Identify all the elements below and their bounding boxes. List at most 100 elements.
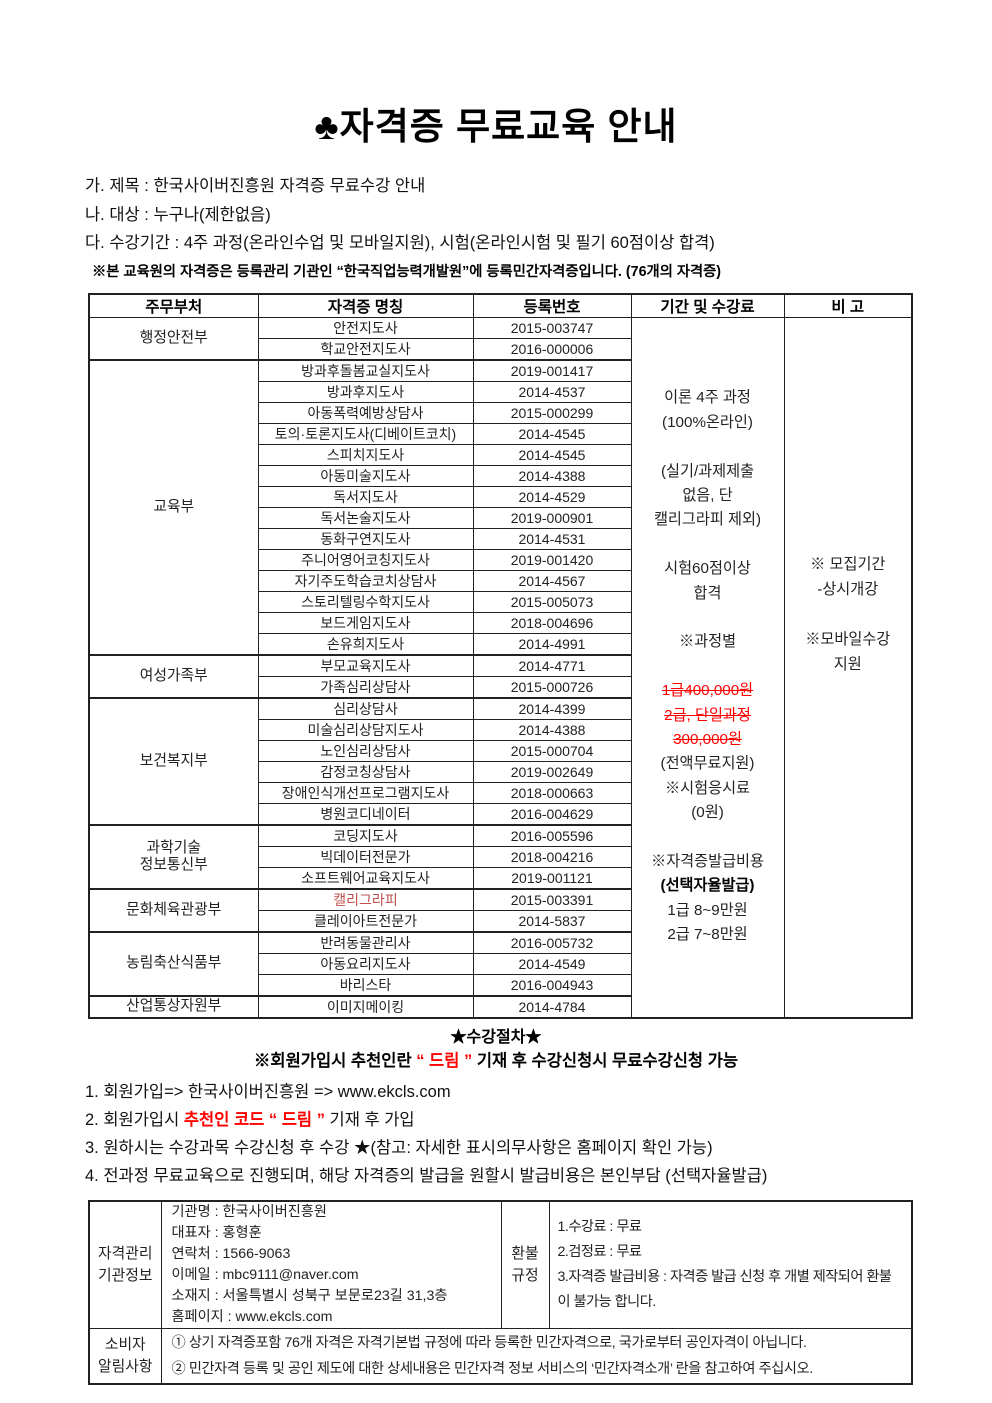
fee-line: [632, 606, 783, 630]
cert-table-header-cell: 비 고: [783, 293, 913, 318]
cert-name-cell: 자기주도학습코치상담사: [257, 569, 474, 592]
reg-number-cell: 2014-4771: [472, 653, 632, 677]
registration-notice: ※본 교육원의 자격증은 등록관리 기관인 “한국직업능력개발원”에 등록민간자…: [92, 263, 722, 280]
table-row: 동화구연지도사 2014-4531: [89, 527, 912, 550]
reg-number-cell: 2015-000726: [472, 675, 632, 698]
procedure-steps: 1. 회원가입=> 한국사이버진흥원 => www.ekcls.com 2. 회원…: [85, 1078, 992, 1190]
cert-name-cell: 빅데이터전문가: [257, 845, 474, 868]
text-segment: 기재 후 가입: [324, 1110, 415, 1129]
reg-number-cell: 2015-003747: [472, 316, 632, 339]
cert-name-cell: 방과후돌봄교실지도사: [257, 358, 474, 382]
cert-name-cell: 클레이아트전문가: [257, 909, 474, 932]
reg-number-cell: 2016-004943: [472, 973, 632, 996]
reg-number-cell: 2014-4531: [472, 527, 632, 550]
cert-name-cell: 부모교육지도사: [257, 653, 474, 677]
refund-label: 환불 규정: [500, 1200, 550, 1329]
table-row: 아동미술지도사 2014-4388: [89, 464, 912, 487]
reg-number-cell: 2019-001417: [472, 358, 632, 382]
cert-name-cell: 학교안전지도사: [257, 337, 474, 360]
reg-number-cell: 2016-005732: [472, 930, 632, 954]
table-row: 여성가족부 부모교육지도사 2014-4771: [88, 653, 912, 698]
fee-line: ※시험응시료: [664, 779, 751, 797]
text-segment: 추천인 코드 “ 드림 ”: [183, 1110, 325, 1129]
table-row: 아동폭력예방상담사 2015-000299: [89, 401, 912, 424]
fee-line: [632, 533, 783, 557]
cert-name-cell: 바리스타: [257, 973, 474, 996]
club-suit-icon: ♣: [314, 106, 340, 147]
reg-number-cell: 2015-000299: [472, 401, 632, 424]
cert-name-cell: 동화구연지도사: [257, 527, 474, 550]
reg-number-cell: 2019-001121: [472, 866, 632, 889]
page-title: ♣자격증 무료교육 안내: [0, 0, 992, 150]
text-segment: 3. 원하시는 수강과목 수강신청 후 수강 ★(참고: 자세한 표시의무사항은…: [85, 1138, 713, 1157]
fee-line: (실기/과제제출: [660, 462, 755, 480]
org-info-line: 소재지 : 서울특별시 성북구 보문로23길 31,3층: [171, 1287, 448, 1304]
consumer-line: ② 민간자격 등록 및 공인 제도에 대한 상세내용은 민간자격 정보 서비스의…: [171, 1360, 814, 1377]
table-row: 아동요리지도사 2014-4549: [89, 952, 912, 975]
procedure-step: 1. 회원가입=> 한국사이버진흥원 => www.ekcls.com: [85, 1078, 992, 1106]
intro-line: 가. 제목 : 한국사이버진흥원 자격증 무료수강 안내: [85, 177, 426, 195]
org-info-line: 기관명 : 한국사이버진흥원: [171, 1203, 327, 1220]
reg-number-cell: 2014-4529: [472, 485, 632, 508]
cert-name-cell: 안전지도사: [257, 316, 474, 339]
remark-line: -상시개강: [817, 580, 879, 598]
refund-line: 2.검정료 : 무료: [557, 1243, 642, 1260]
org-info-label: 자격관리 기관정보: [88, 1200, 162, 1329]
text-segment: ※회원가입시 추천인란: [253, 1051, 417, 1070]
cert-name-cell: 소프트웨어교육지도사: [257, 866, 474, 889]
table-row: 가족심리상담사 2015-000726: [89, 675, 912, 698]
reg-number-cell: 2014-4388: [472, 464, 632, 487]
cert-table-header-cell: 자격증 명칭: [257, 293, 474, 318]
fee-cell: 이론 4주 과정 (100%온라인) (실기/과제제출 없음, 단 캘리그라피 제외)…: [630, 316, 785, 1018]
cert-name-cell: 노인심리상담사: [257, 739, 474, 762]
reg-number-cell: 2016-004629: [472, 802, 632, 825]
fee-line: 합격: [693, 584, 722, 602]
reg-number-cell: 2014-4545: [472, 443, 632, 466]
reg-number-cell: 2016-000006: [472, 337, 632, 360]
ministry-cell: 문화체육관광부: [88, 887, 259, 932]
ministry-cell: 교육부: [88, 358, 259, 655]
page-title-text: 자격증 무료교육 안내: [339, 106, 678, 147]
text-segment: 기재 후 수강신청시 무료수강신청 가능: [472, 1051, 739, 1070]
consumer-cell: ① 상기 자격증포함 76개 자격은 자격기본법 규정에 따라 등록한 민간자격…: [160, 1327, 913, 1384]
consumer-label: 소비자 알림사항: [88, 1327, 162, 1384]
reg-number-cell: 2014-4991: [472, 632, 632, 655]
table-row: 행정안전부 안전지도사 2015-003747 이론 4주 과정 (100%온라인) (…: [88, 316, 913, 1018]
ministry-cell: 과학기술 정보통신부: [88, 823, 259, 889]
table-row: 노인심리상담사 2015-000704: [89, 739, 912, 762]
fee-line: [632, 655, 783, 679]
refund-line: 1.수강료 : 무료: [557, 1218, 642, 1235]
reg-number-cell: 2019-000901: [472, 506, 632, 529]
procedure-subheading: ※회원가입시 추천인란 “ 드림 ” 기재 후 수강신청시 무료수강신청 가능: [0, 1048, 992, 1074]
table-row: 스피치지도사 2014-4545: [89, 443, 912, 466]
info-row-consumer: 소비자 알림사항 ① 상기 자격증포함 76개 자격은 자격기본법 규정에 따라 등…: [88, 1327, 913, 1384]
reg-number-cell: 2019-002649: [472, 760, 632, 783]
reg-number-cell: 2018-004696: [472, 611, 632, 634]
text-segment: “ 드림 ”: [416, 1051, 473, 1070]
reg-number-cell: 2015-005073: [472, 590, 632, 613]
cert-name-cell: 토의·토론지도사(디베이트코치): [257, 422, 474, 445]
fee-line: 없음, 단: [682, 486, 733, 504]
cert-name-cell: 아동요리지도사: [257, 952, 474, 975]
cert-table-header-cell: 기간 및 수강료: [630, 293, 785, 318]
cert-table-header-cell: 등록번호: [472, 293, 632, 318]
fee-line: ※자격증발급비용: [651, 853, 764, 871]
ministry-cell: 농림축산식품부: [88, 930, 259, 996]
org-info-line: 대표자 : 홍형훈: [171, 1224, 262, 1241]
reg-number-cell: 2015-000704: [472, 739, 632, 762]
cert-table: 주무부처 자격증 명칭 등록번호 기간 및 수강료 비 고 행정안전부 안전지도사 2015…: [88, 292, 913, 1019]
org-info-line: 연락처 : 1566-9063: [171, 1245, 291, 1262]
text-segment: 4. 전과정 무료교육으로 진행되며, 해당 자격증의 발급을 원할시 발급비용…: [85, 1166, 768, 1185]
text-segment: 2. 회원가입시: [85, 1110, 184, 1129]
ministry-cell: 보건복지부: [88, 696, 259, 825]
table-row: 장애인식개선프로그램지도사 2018-000663: [89, 781, 912, 804]
reg-number-cell: 2014-4784: [472, 994, 632, 1018]
cert-name-cell: 독서지도사: [257, 485, 474, 508]
cert-name-cell: 심리상담사: [257, 696, 474, 720]
table-row: 클레이아트전문가 2014-5837: [89, 909, 912, 932]
org-info-line: 홈페이지 : www.ekcls.com: [171, 1308, 333, 1325]
table-row: 바리스타 2016-004943: [89, 973, 912, 996]
cert-name-cell: 독서논술지도사: [257, 506, 474, 529]
